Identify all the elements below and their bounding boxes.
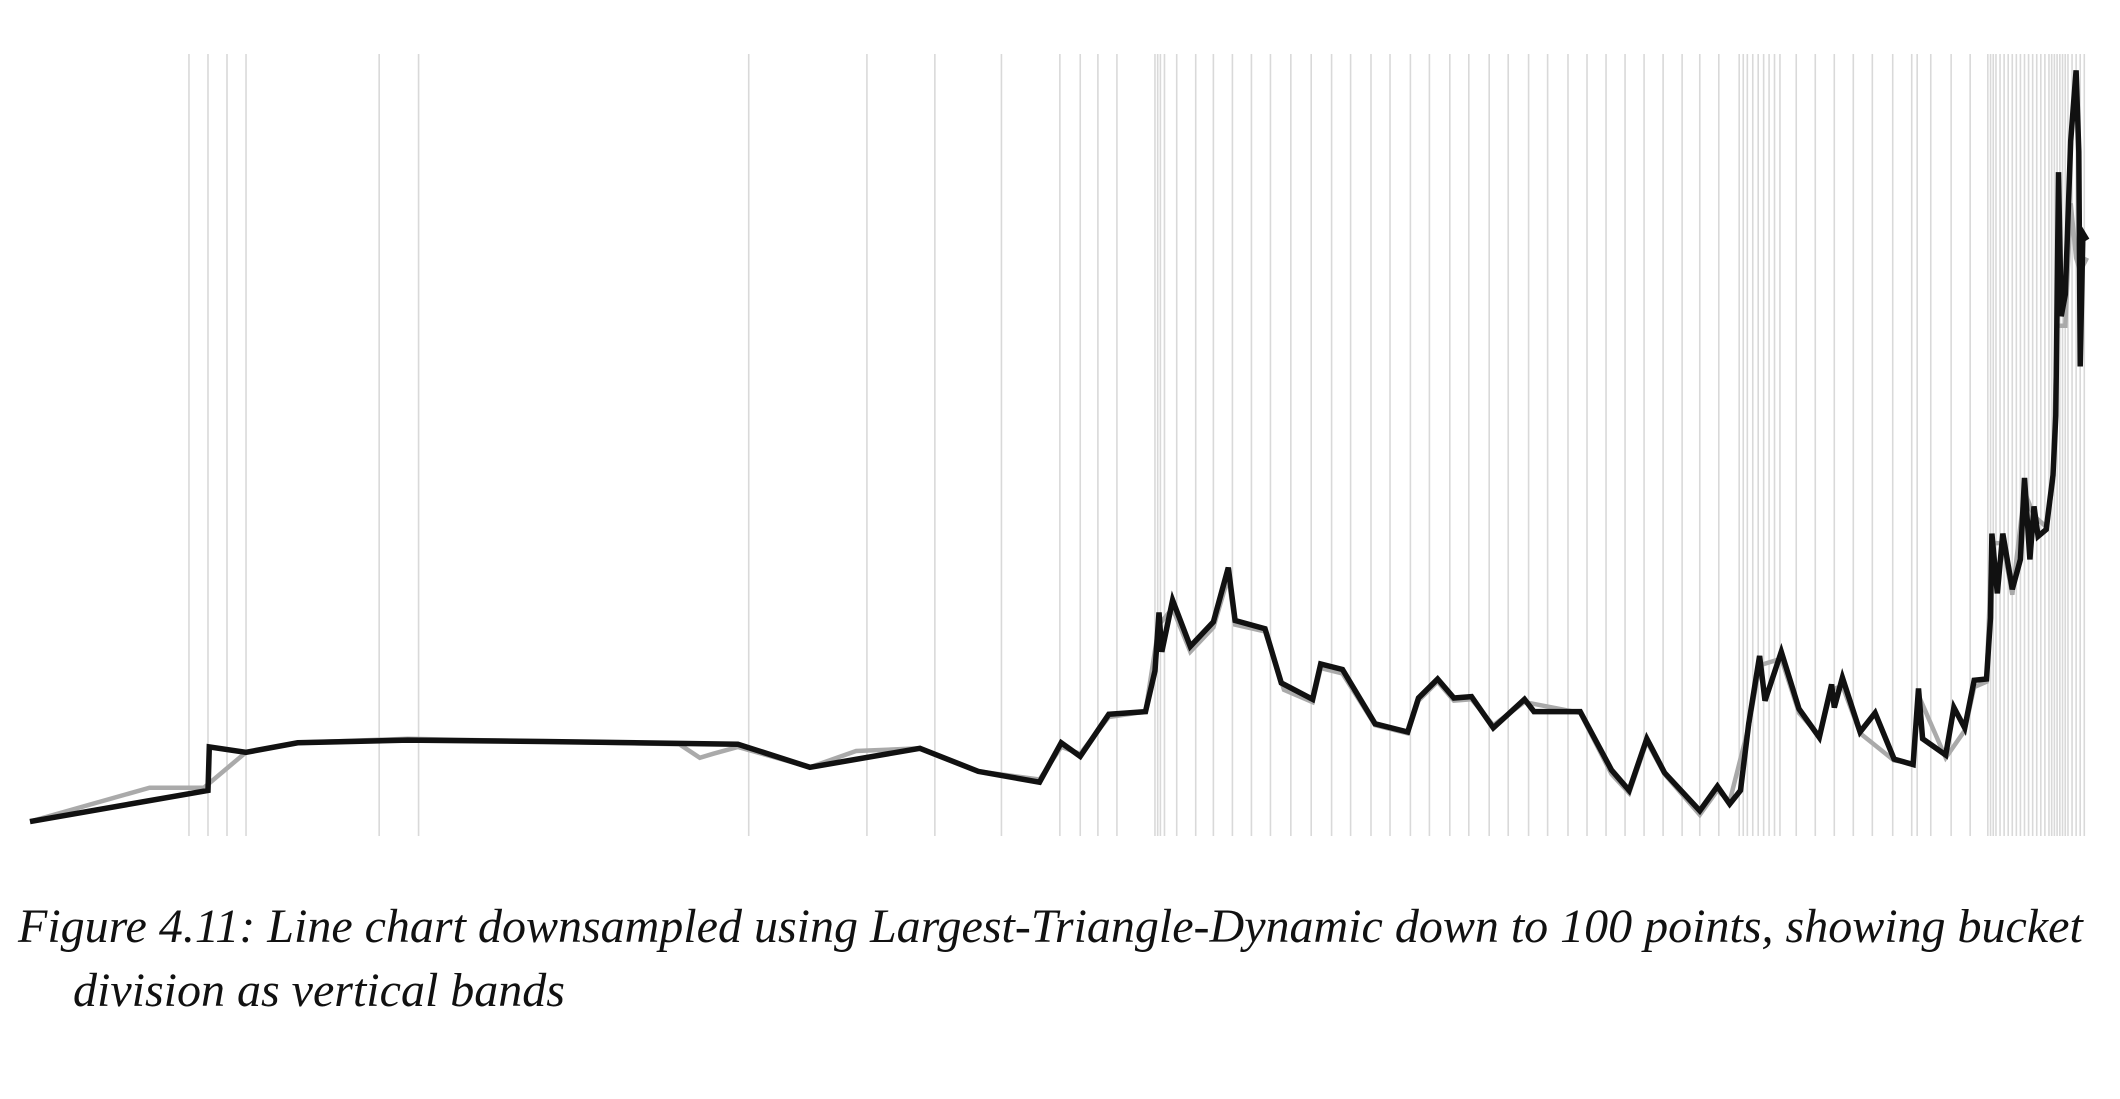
chart — [29, 54, 2090, 836]
original-line — [29, 203, 2090, 824]
downsampled-line — [29, 70, 2090, 825]
caption: Figure 4.11: Line chart downsampled usin… — [18, 900, 2083, 1017]
